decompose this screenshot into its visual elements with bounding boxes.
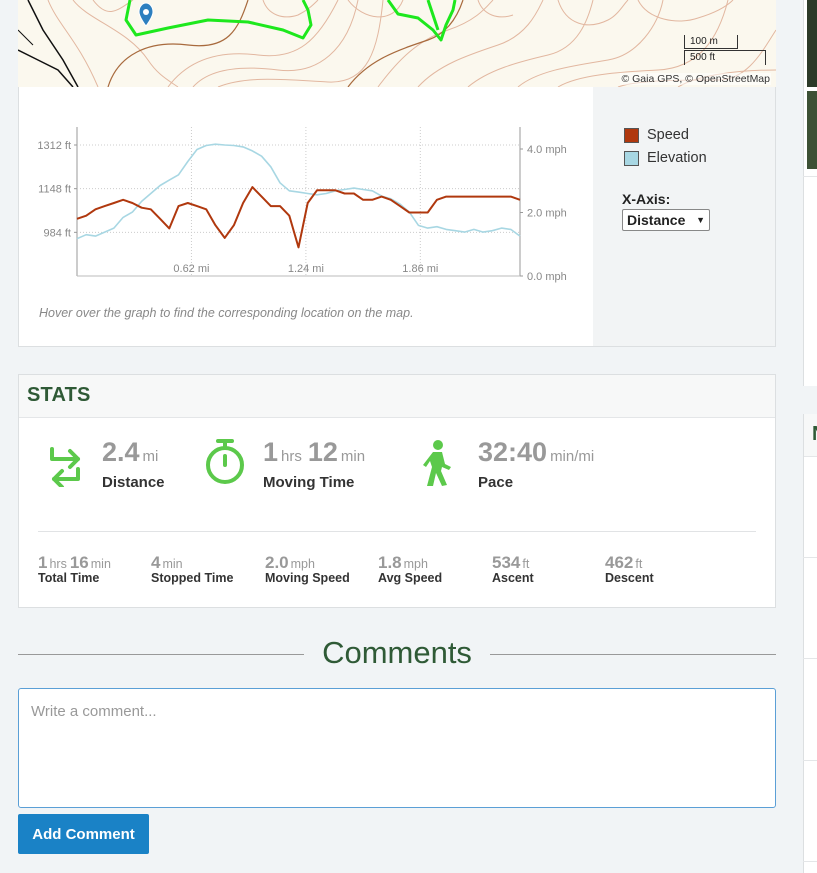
x-tick-label: 1.86 mi: [402, 263, 438, 275]
stat-avg-speed-unit: mph: [403, 557, 428, 571]
sidebar-row-divider: [803, 658, 817, 659]
stats-divider: [38, 531, 756, 532]
stat-moving-time: 1 hrs 12 min Moving Time: [263, 437, 371, 491]
walking-person-icon: [423, 440, 451, 486]
stat-distance: 2.4 mi Distance: [102, 437, 165, 491]
stat-distance-unit: mi: [142, 448, 159, 465]
stat-ascent-value: 534: [492, 553, 521, 572]
y-tick-label-left: 1312 ft: [37, 140, 71, 152]
stat-descent-value: 462: [605, 553, 634, 572]
stat-total-hours-unit: hrs: [49, 557, 67, 571]
stat-distance-label: Distance: [102, 474, 165, 491]
arrows-loop-icon: [50, 447, 80, 487]
stats-card: STATS 2.4 mi Distance 1 hrs 12 min Moving Ti…: [18, 374, 776, 608]
stat-descent-label: Descent: [605, 571, 654, 585]
stat-moving-hours-unit: hrs: [281, 448, 302, 465]
elevation-series-line: [76, 143, 521, 240]
comment-input[interactable]: [18, 688, 776, 808]
stopwatch-icon: [206, 439, 244, 484]
stat-total-min-unit: min: [90, 557, 111, 571]
stat-pace-label: Pace: [478, 474, 514, 491]
stat-moving-hours-value: 1: [263, 437, 279, 467]
stat-descent: 462 ft Descent: [605, 553, 654, 585]
sidebar-row-divider: [803, 557, 817, 558]
sidebar-row-divider: [803, 861, 817, 862]
stat-total-min-value: 16: [69, 553, 89, 572]
stat-moving-time-label: Moving Time: [263, 474, 355, 491]
sidebar-list-panel: N: [803, 414, 817, 873]
chart-hover-hint: Hover over the graph to find the corresp…: [39, 306, 414, 320]
stat-pace-value: 32:40: [478, 437, 548, 467]
stat-avg-speed-label: Avg Speed: [378, 571, 443, 585]
legend-speed-label: Speed: [647, 127, 689, 143]
x-tick-label: 1.24 mi: [288, 263, 324, 275]
scale-imperial: 500 ft: [684, 50, 766, 65]
xaxis-label: X-Axis:: [622, 191, 671, 207]
stat-pace-unit: min/mi: [550, 448, 595, 465]
legend-elevation[interactable]: Elevation: [624, 150, 707, 166]
map-attribution: © Gaia GPS, © OpenStreetMap: [620, 73, 771, 85]
stat-avg-speed: 1.8 mph Avg Speed: [378, 553, 442, 585]
stat-stopped-label: Stopped Time: [151, 571, 234, 585]
speed-series-line: [76, 186, 521, 249]
sidebar-photo-1[interactable]: [807, 0, 817, 87]
stat-total-hours-value: 1: [38, 553, 48, 572]
xaxis-selected-value: Distance: [627, 212, 686, 228]
sidebar-divider: [803, 176, 817, 177]
track-map[interactable]: 100 m 500 ft © Gaia GPS, © OpenStreetMap: [18, 0, 776, 87]
stat-avg-speed-value: 1.8: [378, 553, 402, 572]
stat-moving-speed-label: Moving Speed: [265, 571, 350, 585]
y-tick-label-left: 1148 ft: [38, 184, 71, 196]
add-comment-button[interactable]: Add Comment: [18, 814, 149, 854]
y-tick-label-right: 0.0 mph: [527, 271, 567, 283]
sidebar-photo-2[interactable]: [807, 91, 817, 169]
legend-speed[interactable]: Speed: [624, 127, 689, 143]
stat-stopped-unit: min: [162, 557, 183, 571]
stat-total-time-label: Total Time: [38, 571, 100, 585]
comments-heading: Comments: [18, 635, 776, 675]
stat-moving-speed-value: 2.0: [265, 553, 289, 572]
elevation-speed-chart-card: 1312 ft 1148 ft 984 ft 4.0 mph 2.0 mph 0.0 mp…: [18, 87, 776, 347]
map-scale-bar: 100 m 500 ft: [684, 34, 766, 66]
sidebar-panel-heading: N: [804, 414, 817, 457]
sidebar-row-divider: [803, 760, 817, 761]
y-tick-label-left: 984 ft: [43, 227, 71, 239]
xaxis-select[interactable]: Distance ▼: [622, 209, 710, 231]
stat-distance-value: 2.4: [102, 437, 140, 467]
stat-moving-min-value: 12: [307, 437, 338, 467]
elevation-speed-chart[interactable]: 1312 ft 1148 ft 984 ft 4.0 mph 2.0 mph 0.0 mp…: [19, 87, 595, 347]
stat-ascent-label: Ascent: [492, 571, 534, 585]
comments-rule-right: [490, 654, 776, 655]
stat-pace: 32:40 min/mi Pace: [478, 437, 600, 491]
comments-title: Comments: [322, 635, 472, 670]
stat-moving-speed: 2.0 mph Moving Speed: [265, 553, 350, 585]
stat-moving-min-unit: min: [340, 448, 366, 465]
y-tick-label-right: 2.0 mph: [527, 208, 567, 220]
x-tick-label: 0.62 mi: [173, 263, 209, 275]
stat-stopped-time: 4 min Stopped Time: [151, 553, 233, 585]
legend-speed-swatch: [624, 127, 639, 143]
stats-title: STATS: [19, 375, 775, 418]
stat-ascent-unit: ft: [522, 557, 530, 571]
legend-elevation-label: Elevation: [647, 150, 707, 166]
dropdown-arrow-icon: ▼: [696, 215, 705, 225]
legend-elevation-swatch: [624, 150, 639, 166]
chart-controls: Speed Elevation X-Axis: Distance ▼: [593, 87, 775, 346]
comments-rule-left: [18, 654, 304, 655]
stat-descent-unit: ft: [635, 557, 643, 571]
map-marker-icon: [138, 2, 154, 27]
scale-metric: 100 m: [684, 35, 738, 49]
y-tick-label-right: 4.0 mph: [527, 144, 567, 156]
stat-moving-speed-unit: mph: [290, 557, 315, 571]
stat-ascent: 534 ft Ascent: [492, 553, 534, 585]
stat-stopped-value: 4: [151, 553, 161, 572]
stat-total-time: 1 hrs 16 min Total Time: [38, 553, 114, 585]
